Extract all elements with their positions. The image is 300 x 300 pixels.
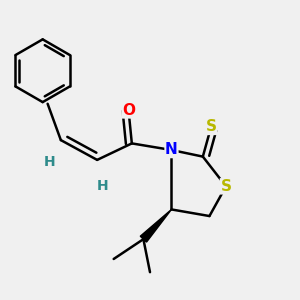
Text: S: S bbox=[220, 179, 232, 194]
Text: N: N bbox=[165, 142, 178, 158]
Text: O: O bbox=[122, 103, 135, 118]
Text: H: H bbox=[96, 179, 108, 193]
Text: S: S bbox=[206, 119, 217, 134]
Polygon shape bbox=[140, 209, 172, 242]
Text: H: H bbox=[44, 154, 55, 169]
